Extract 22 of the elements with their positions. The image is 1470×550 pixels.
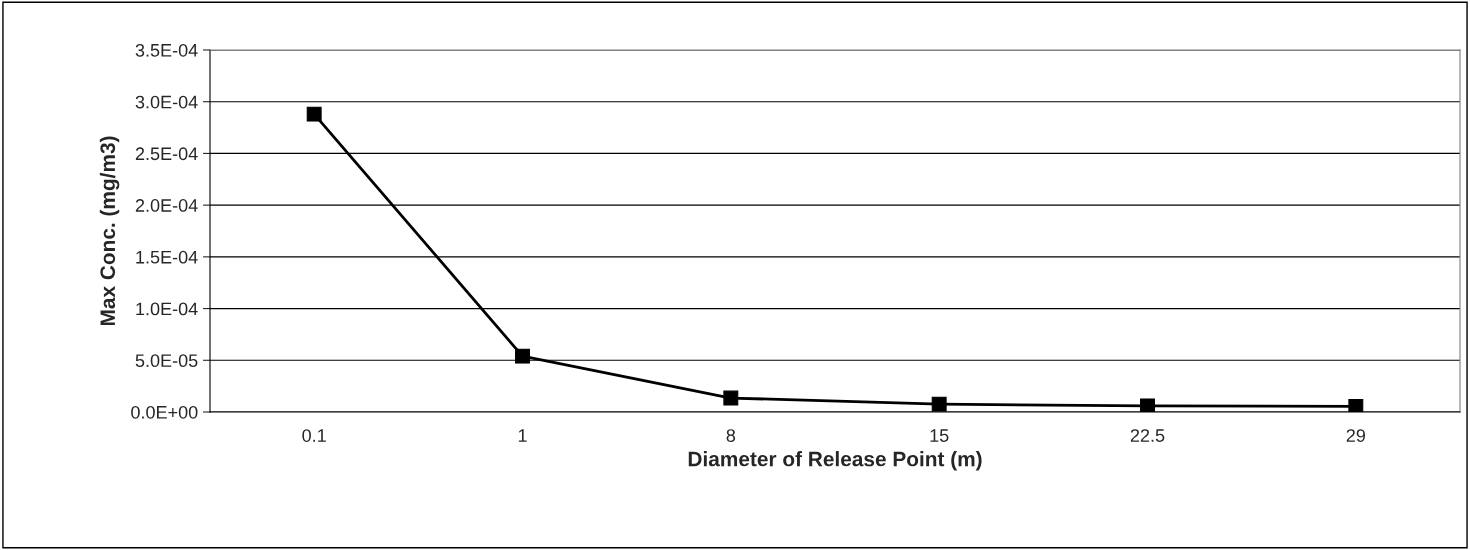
point [1140,398,1155,412]
y-tick-label: 2.0E-04 [135,199,198,212]
y-tick-label: 5.0E-05 [135,354,198,368]
point [723,390,739,406]
x-tick-label: 1 [518,429,527,442]
x-tick-label: 0.1 [302,429,326,442]
x-tick-label: 29 [1346,429,1366,442]
x-tick-label: 15 [930,429,949,442]
x-tick-label: 8 [726,429,736,442]
point [1348,398,1364,412]
point [515,348,530,364]
y-tick-label: 3.0E-04 [135,95,198,109]
x-axis-title: Diameter of Release Point (m) [688,451,982,471]
x-tick-label: 22.5 [1130,429,1165,442]
y-tick-label: 1.5E-04 [136,250,198,264]
point [306,106,322,122]
y-tick-label: 2.5E-04 [135,147,198,161]
y-tick-label: 0.0E+00 [131,405,198,419]
point [931,396,947,412]
y-tick-label: 3.5E-04 [135,43,198,57]
y-axis-title: Max Conc. (mg/m3) [99,136,120,326]
y-tick-label: 1.0E-04 [136,302,198,316]
